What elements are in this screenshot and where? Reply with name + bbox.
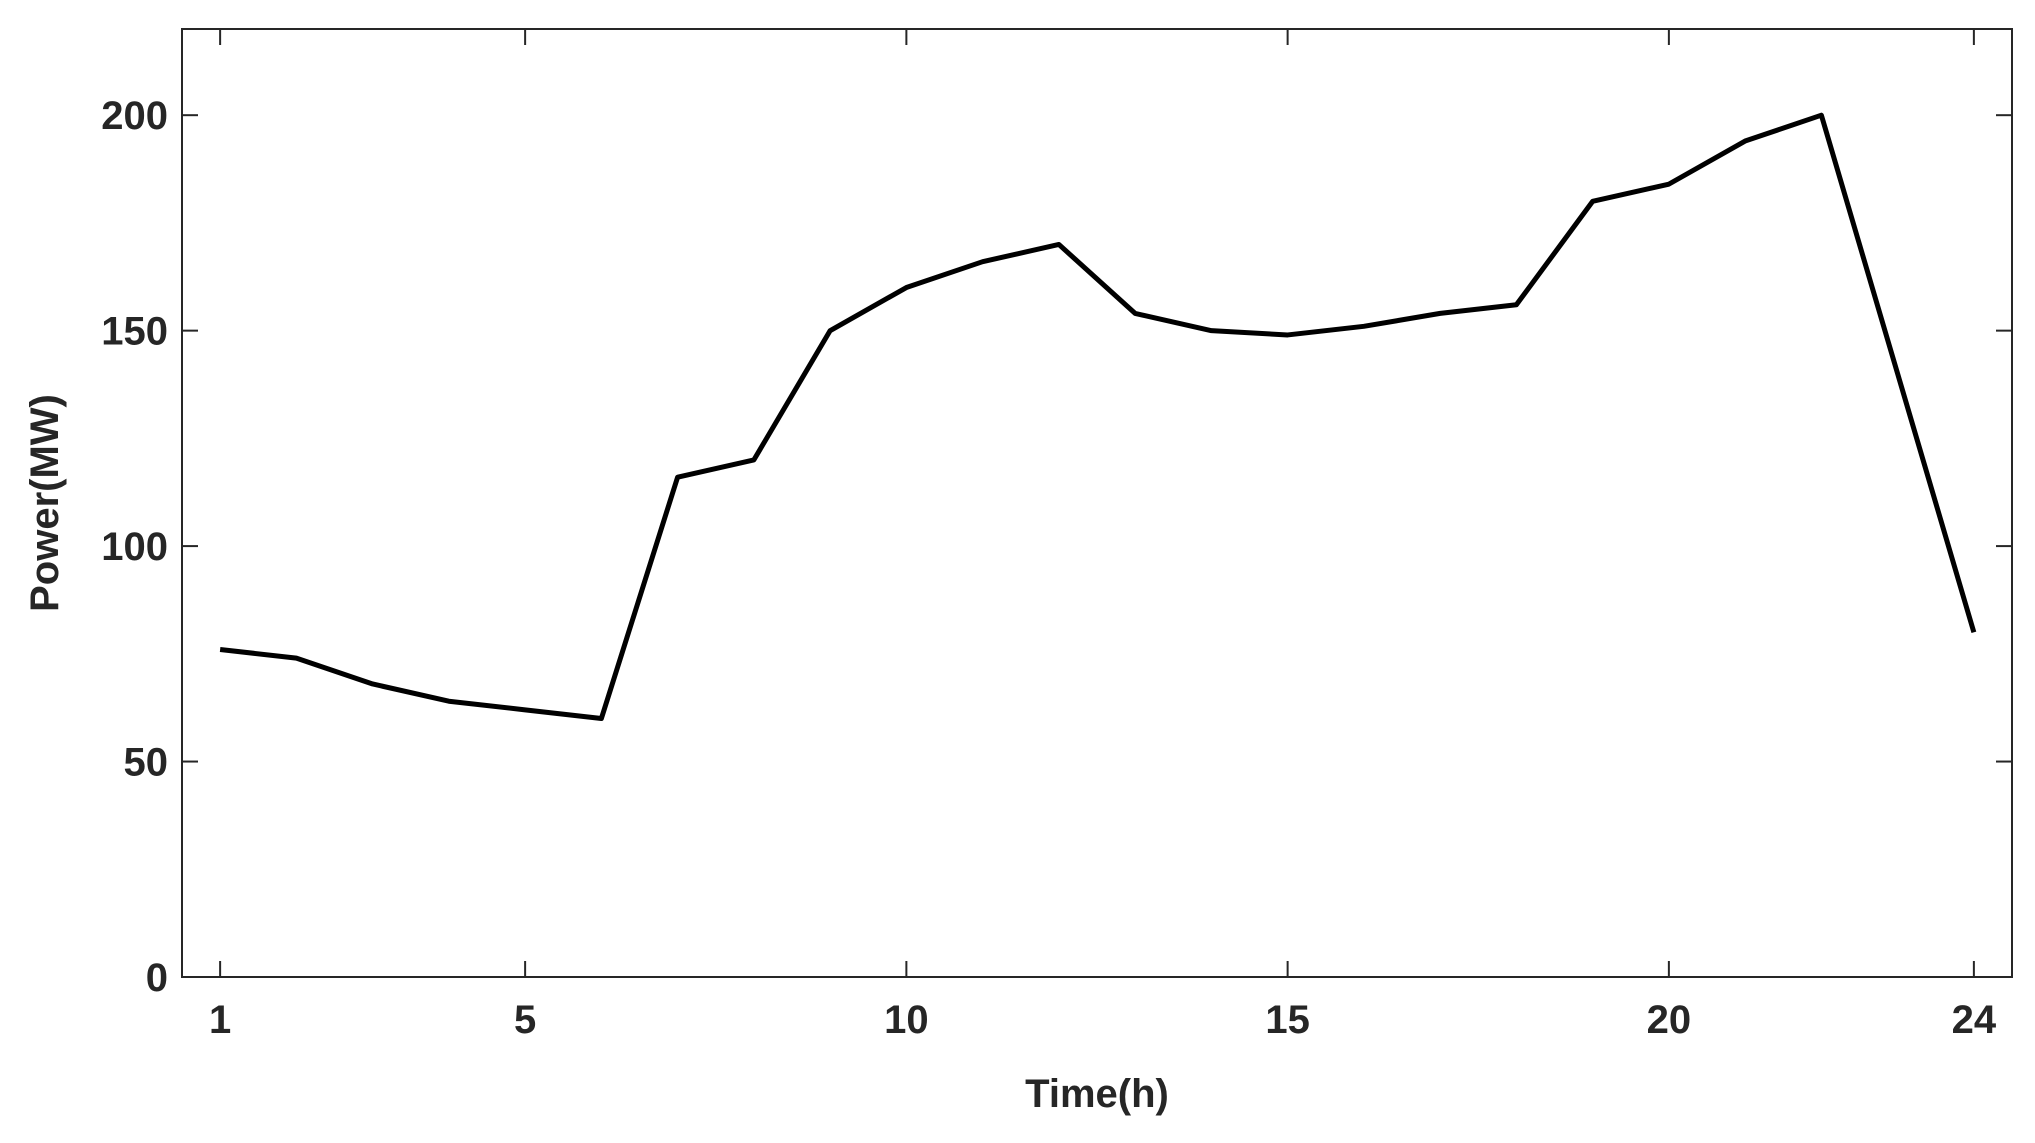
y-tick-label: 0 (146, 956, 168, 1000)
y-tick-label: 200 (101, 94, 168, 138)
x-tick-label: 20 (1647, 998, 1692, 1042)
x-axis-label: Time(h) (1025, 1072, 1169, 1116)
x-tick-label: 5 (514, 998, 536, 1042)
line (219, 112, 1977, 721)
y-tick-label: 50 (124, 741, 169, 785)
x-tick-label: 24 (1952, 998, 1997, 1042)
x-tick-label: 10 (884, 998, 929, 1042)
y-axis-label: Power(MW) (23, 394, 67, 612)
x-tick-label: 15 (1265, 998, 1310, 1042)
x-tick-label: 1 (209, 998, 231, 1042)
y-tick-label: 100 (101, 525, 168, 569)
plot-frame (181, 28, 2013, 978)
y-tick-label: 150 (101, 310, 168, 354)
